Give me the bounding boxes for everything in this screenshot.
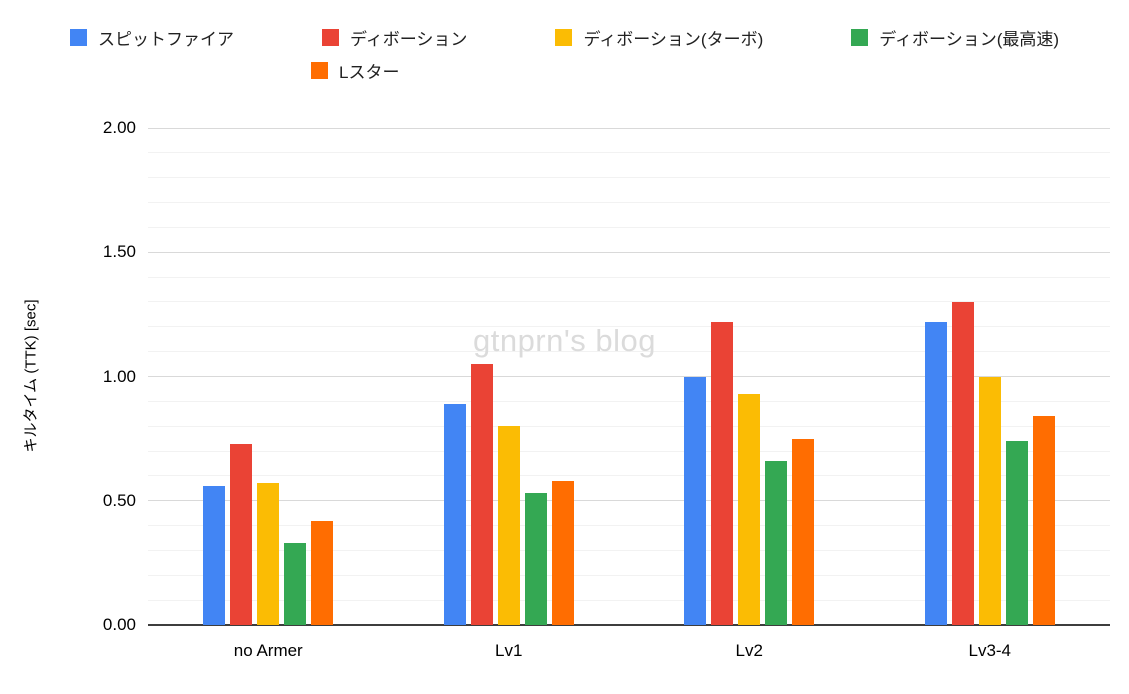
y-tick-label: 1.50 <box>102 242 136 262</box>
legend-row-2: Lスター <box>0 58 1129 83</box>
bar <box>1032 416 1055 625</box>
legend-swatch <box>555 29 573 46</box>
legend-item: ディボーション(ターボ) <box>555 25 763 50</box>
major-gridline <box>148 376 1110 377</box>
y-tick-label: 1.00 <box>102 366 136 386</box>
watermark: gtnprn's blog <box>472 323 657 358</box>
legend-label: Lスター <box>339 63 400 82</box>
legend: スピットファイア ディボーション ディボーション(ターボ) ディボーション(最高速) … <box>0 25 1129 83</box>
minor-gridline <box>148 276 1110 278</box>
bar <box>443 403 466 625</box>
bar <box>978 376 1001 625</box>
minor-gridline <box>148 425 1110 427</box>
minor-gridline <box>148 599 1110 601</box>
major-gridline <box>148 251 1110 253</box>
bar <box>311 520 334 625</box>
major-gridline <box>148 127 1110 129</box>
legend-swatch <box>851 29 869 46</box>
bar <box>951 301 974 625</box>
minor-gridline <box>148 177 1110 179</box>
y-axis-title: キルタイム (TTK) [sec] <box>22 299 40 453</box>
minor-gridline <box>148 450 1110 452</box>
y-tick-label: 0.00 <box>102 615 136 634</box>
legend-item: ディボーション(最高速) <box>851 25 1059 50</box>
major-gridline <box>148 500 1110 502</box>
minor-gridline <box>148 326 1110 328</box>
legend-label: ディボーション(最高速) <box>879 30 1060 49</box>
y-tick-label: 2.00 <box>102 118 136 137</box>
plot-area <box>148 127 1110 626</box>
minor-gridline <box>148 525 1110 527</box>
legend-row-1: スピットファイア ディボーション ディボーション(ターボ) ディボーション(最高速) <box>0 25 1129 50</box>
y-tick-label: 0.50 <box>102 490 136 510</box>
bar <box>497 426 520 625</box>
bar <box>924 321 947 625</box>
legend-item: スピットファイア <box>69 25 234 50</box>
bar <box>765 461 788 625</box>
legend-item: Lスター <box>311 58 399 83</box>
minor-gridline <box>148 549 1110 551</box>
legend-swatch <box>69 29 87 46</box>
bar <box>230 443 253 625</box>
bar <box>257 483 280 625</box>
bar <box>551 480 574 625</box>
bar <box>1005 441 1028 625</box>
bar <box>684 376 707 625</box>
minor-gridline <box>148 301 1110 303</box>
minor-gridline <box>148 152 1110 154</box>
bar <box>284 543 307 625</box>
legend-item: ディボーション <box>321 25 468 50</box>
legend-label: スピットファイア <box>97 30 234 49</box>
x-tick-label: Lv2 <box>735 641 763 660</box>
minor-gridline <box>148 202 1110 204</box>
minor-gridline <box>148 351 1110 353</box>
bar <box>738 393 761 625</box>
legend-label: ディボーション <box>349 30 468 49</box>
minor-gridline <box>148 574 1110 576</box>
bar <box>711 321 734 625</box>
x-tick-label: Lv1 <box>495 641 523 660</box>
bar <box>470 364 493 625</box>
legend-swatch <box>311 62 328 79</box>
bar <box>524 493 547 625</box>
legend-label: ディボーション(ターボ) <box>583 30 764 49</box>
x-tick-label: no Armer <box>233 641 303 660</box>
x-axis-baseline <box>148 624 1110 626</box>
bar <box>203 485 226 625</box>
minor-gridline <box>148 475 1110 477</box>
legend-swatch <box>321 29 339 46</box>
minor-gridline <box>148 226 1110 228</box>
bar <box>792 438 815 625</box>
x-tick-label: Lv3-4 <box>968 641 1012 660</box>
minor-gridline <box>148 400 1110 402</box>
